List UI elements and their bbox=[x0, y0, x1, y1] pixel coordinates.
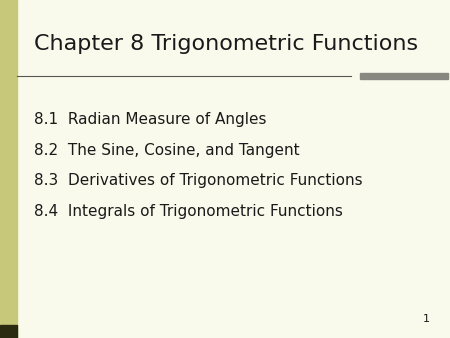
Bar bbox=[360, 73, 448, 79]
Text: 1: 1 bbox=[423, 314, 430, 324]
Text: Chapter 8 Trigonometric Functions: Chapter 8 Trigonometric Functions bbox=[34, 34, 418, 54]
Text: 8.4  Integrals of Trigonometric Functions: 8.4 Integrals of Trigonometric Functions bbox=[34, 204, 342, 219]
Bar bbox=[0, 325, 17, 338]
Text: 8.2  The Sine, Cosine, and Tangent: 8.2 The Sine, Cosine, and Tangent bbox=[34, 143, 299, 158]
Text: 8.1  Radian Measure of Angles: 8.1 Radian Measure of Angles bbox=[34, 113, 266, 127]
Text: 8.3  Derivatives of Trigonometric Functions: 8.3 Derivatives of Trigonometric Functio… bbox=[34, 173, 362, 188]
Bar bbox=[0, 0, 17, 338]
